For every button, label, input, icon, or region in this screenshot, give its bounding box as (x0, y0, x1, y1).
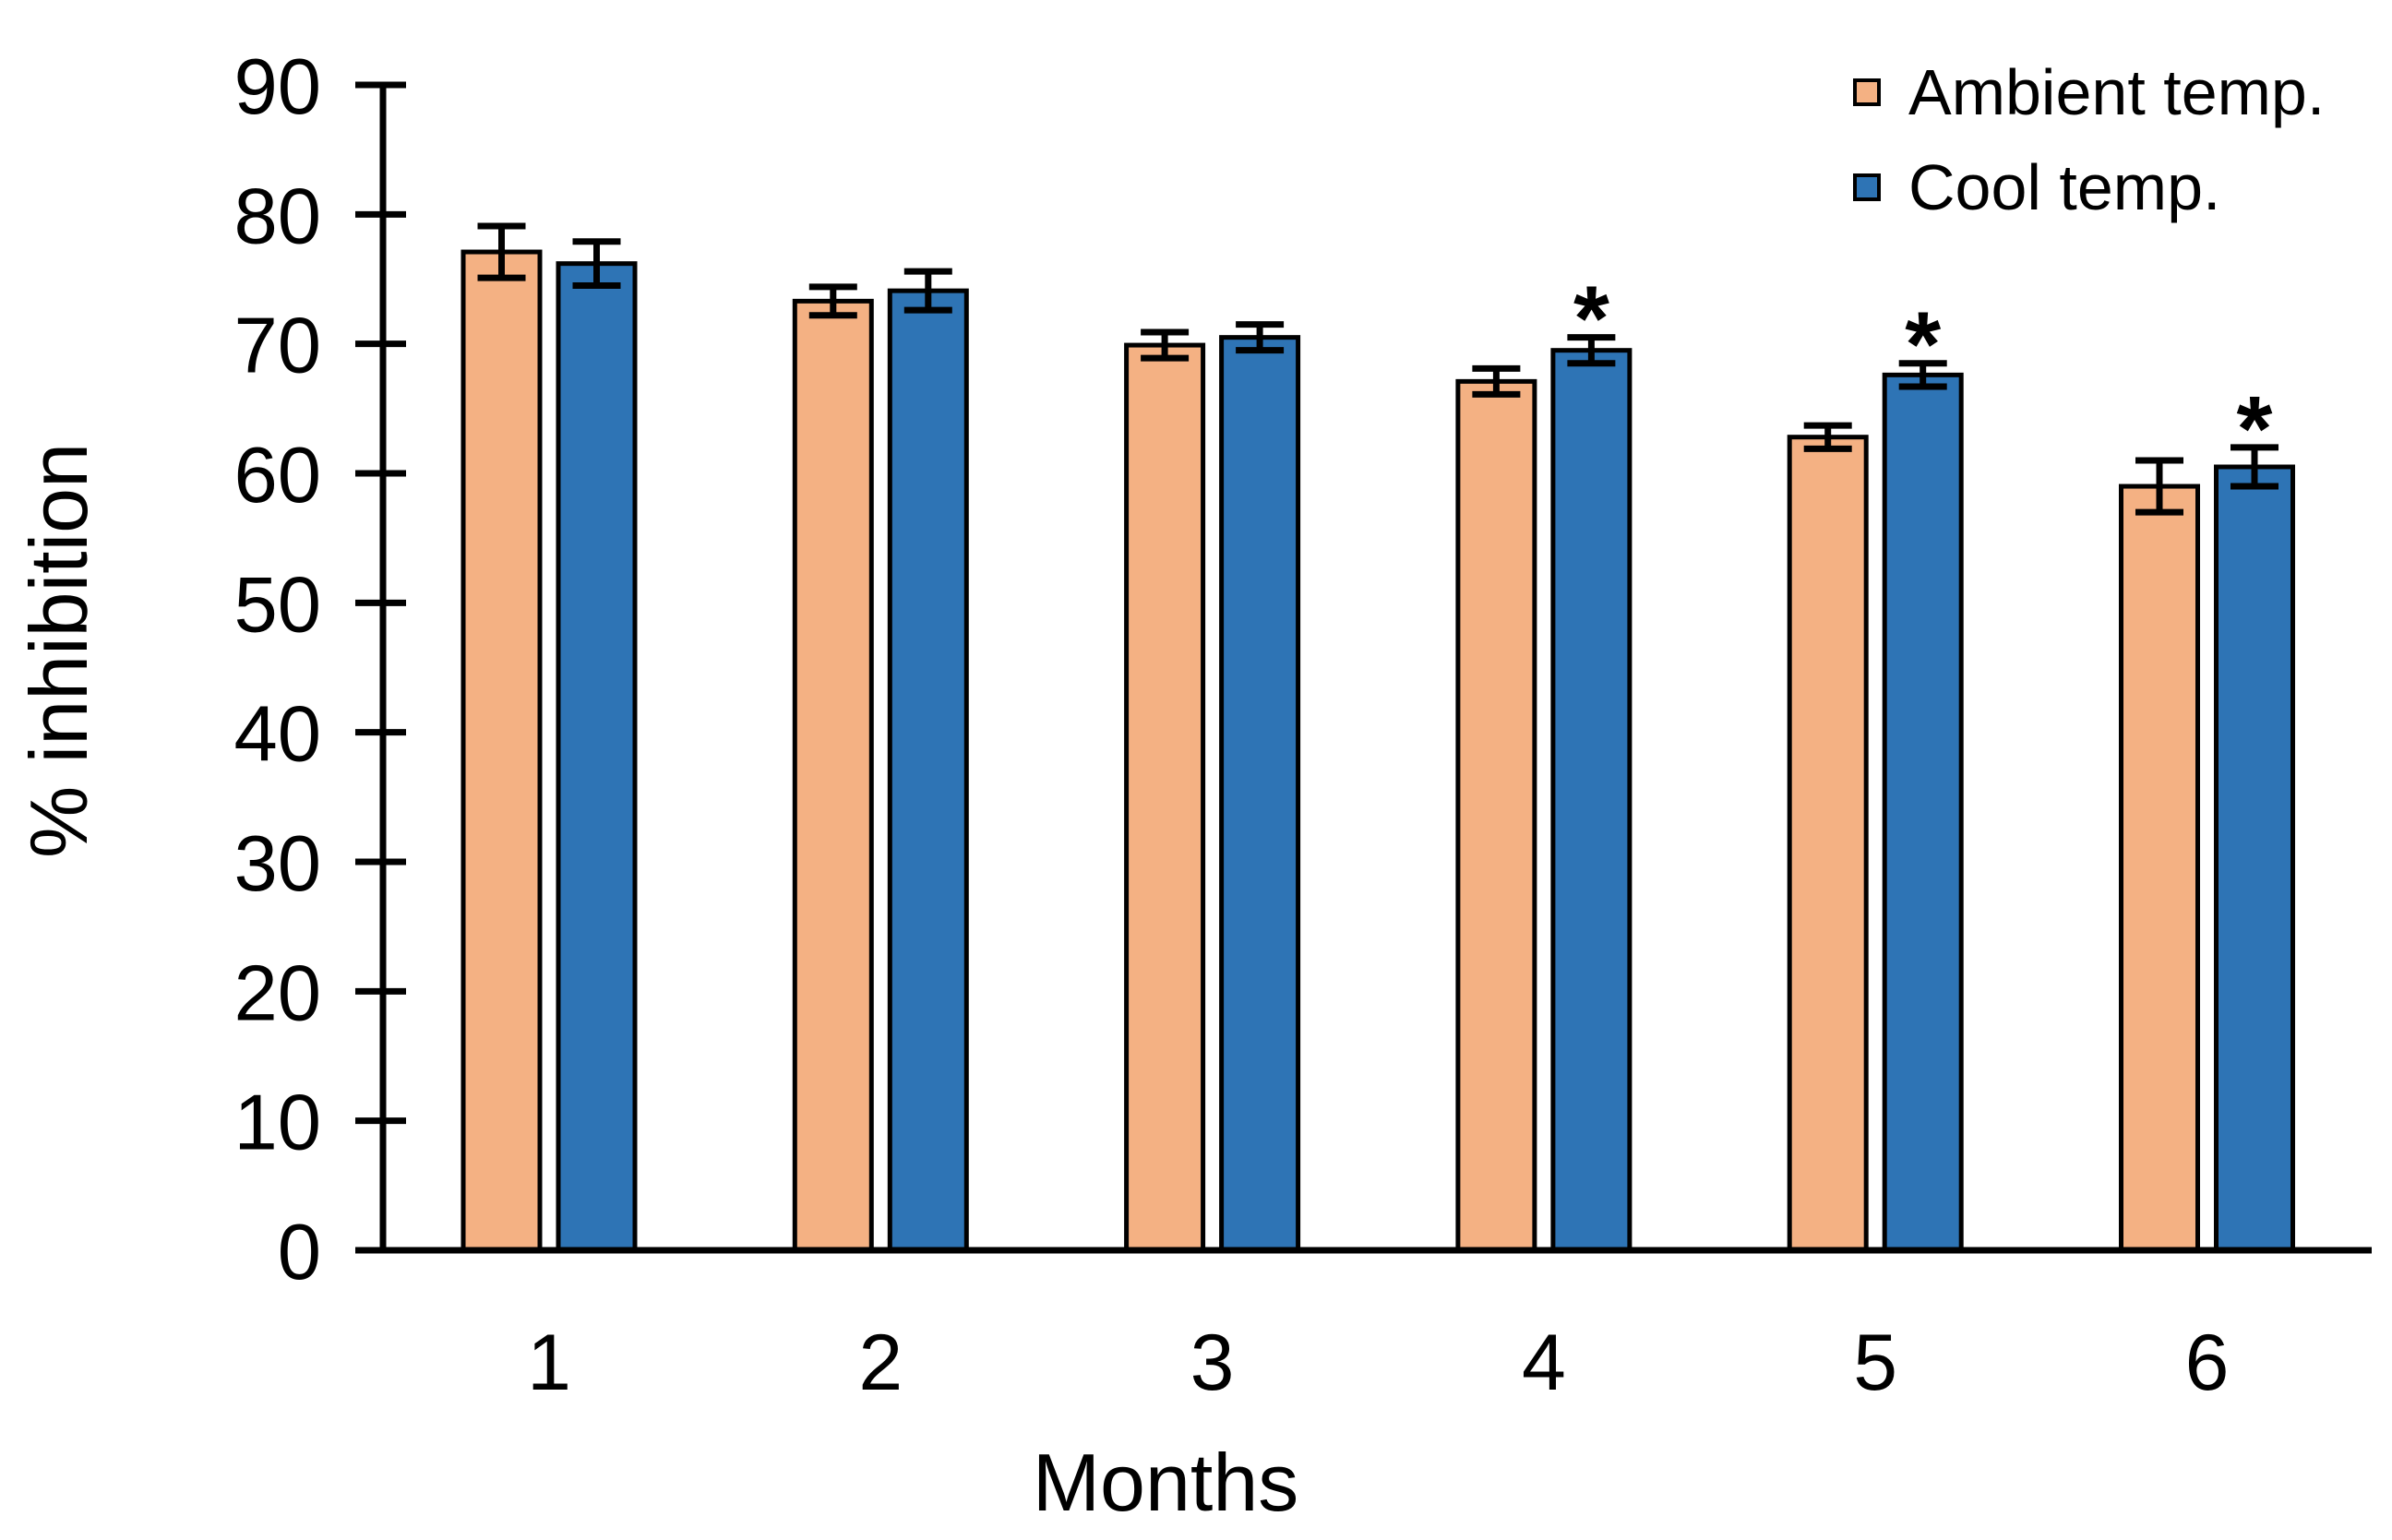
bar-cool-month-4 (1550, 348, 1633, 1253)
y-tick-label-70: 70 (233, 303, 321, 390)
y-tick-label-30: 30 (233, 820, 321, 908)
legend-item-ambient: Ambient temp. (1853, 59, 2325, 125)
x-tick-label-6: 6 (2185, 1319, 2230, 1407)
bar-ambient-month-2 (792, 298, 874, 1253)
y-axis-title: % inhibition (13, 442, 104, 859)
bar-cool-month-6 (2214, 464, 2295, 1253)
y-tick-label-60: 60 (233, 432, 321, 519)
bar-cool-month-2 (887, 288, 969, 1253)
y-tick-label-90: 90 (233, 43, 321, 131)
bar-cool-month-1 (556, 261, 638, 1253)
bar-ambient-month-4 (1455, 378, 1537, 1253)
x-tick-label-5: 5 (1853, 1319, 1897, 1407)
legend-label-cool: Cool temp. (1908, 151, 2221, 223)
legend: Ambient temp. Cool temp. (1853, 59, 2325, 221)
significance-asterisk-month-6: * (2237, 377, 2273, 481)
y-tick-label-40: 40 (233, 691, 321, 779)
legend-item-cool: Cool temp. (1853, 154, 2325, 221)
significance-asterisk-month-5: * (1905, 293, 1941, 397)
bar-ambient-month-6 (2119, 483, 2200, 1253)
legend-swatch-ambient-icon (1853, 78, 1881, 106)
significance-asterisk-month-4: * (1573, 268, 1609, 371)
y-tick-label-20: 20 (233, 949, 321, 1037)
bar-ambient-month-3 (1124, 342, 1206, 1253)
bar-cool-month-3 (1219, 335, 1301, 1253)
y-tick-label-0: 0 (278, 1209, 321, 1296)
y-tick-label-10: 10 (233, 1080, 321, 1167)
legend-label-ambient: Ambient temp. (1908, 56, 2326, 128)
x-tick-label-4: 4 (1522, 1319, 1566, 1407)
bar-ambient-month-1 (460, 249, 543, 1253)
bar-ambient-month-5 (1787, 435, 1869, 1253)
y-tick-label-50: 50 (233, 561, 321, 649)
x-tick-label-2: 2 (858, 1319, 903, 1407)
x-axis-title: Months (1032, 1437, 1299, 1528)
bar-cool-month-5 (1882, 372, 1964, 1253)
legend-swatch-cool-icon (1853, 173, 1881, 201)
y-tick-label-80: 80 (233, 173, 321, 260)
x-tick-label-1: 1 (527, 1319, 571, 1407)
x-tick-label-3: 3 (1190, 1319, 1235, 1407)
